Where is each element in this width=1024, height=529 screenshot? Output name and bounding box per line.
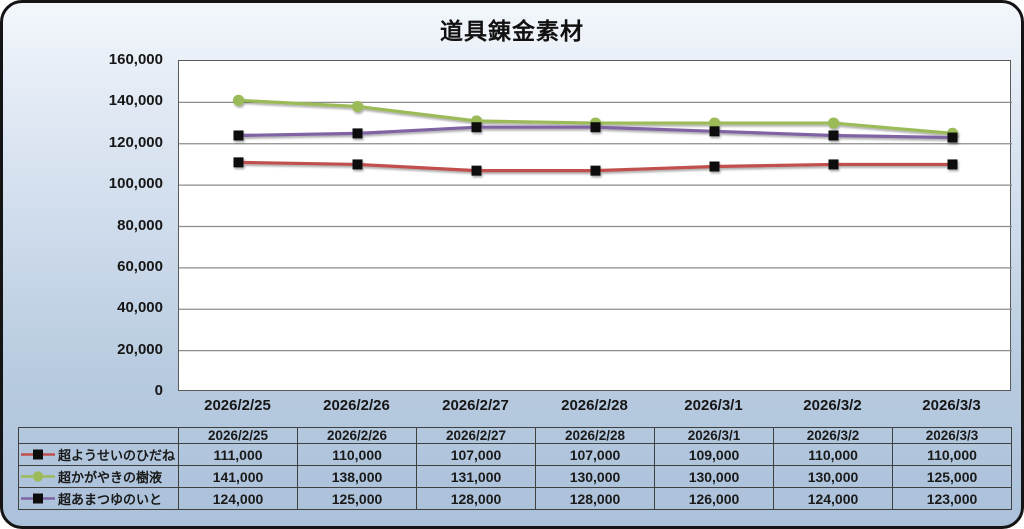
table-value-cell: 123,000 [892, 487, 1012, 510]
square-marker-icon [233, 130, 244, 141]
table-value-cell: 107,000 [535, 443, 655, 466]
table-value-cell: 125,000 [297, 487, 417, 510]
square-marker-icon [471, 165, 482, 176]
table-header-date-cell: 2026/2/26 [297, 427, 417, 444]
square-marker-icon [352, 159, 363, 170]
square-marker-icon [233, 157, 244, 168]
table-header-date-cell: 2026/3/1 [654, 427, 774, 444]
table-value-cell: 141,000 [178, 465, 298, 488]
gridlines [179, 101, 1012, 352]
y-axis-tick-label: 100,000 [108, 175, 163, 193]
legend-cell: 超あまつゆのいと [18, 487, 179, 510]
table-header-date-cell: 2026/2/27 [416, 427, 536, 444]
y-axis-tick-label: 80,000 [117, 216, 163, 234]
legend-cell: 超ようせいのひだね [18, 443, 179, 466]
legend-square-marker-icon [21, 493, 55, 504]
table-value-cell: 110,000 [297, 443, 417, 466]
table-header-date-cell: 2026/3/3 [892, 427, 1012, 444]
x-axis-tick-label: 2026/2/28 [561, 397, 628, 414]
table-value-cell: 128,000 [416, 487, 536, 510]
circle-marker-icon [708, 117, 721, 129]
table-row: 超かがやきの樹液 141,000 138,000 131,000 130,000 130,… [18, 465, 1012, 488]
x-axis-tick-label: 2026/3/2 [803, 397, 862, 414]
table-value-cell: 126,000 [654, 487, 774, 510]
table-value-cell: 131,000 [416, 465, 536, 488]
table-value-cell: 109,000 [654, 443, 774, 466]
legend-circle-marker-icon [21, 471, 55, 482]
square-marker-icon [471, 122, 482, 133]
line-chart-canvas [179, 94, 1012, 352]
square-marker-icon [828, 130, 839, 141]
square-marker-icon [352, 128, 363, 139]
y-axis-tick-label: 160,000 [108, 51, 163, 68]
table-value-cell: 130,000 [773, 465, 893, 488]
series-1-line [233, 157, 958, 176]
square-marker-icon [709, 126, 720, 137]
data-table: 2026/2/25 2026/2/26 2026/2/27 2026/2/28 2026… [18, 427, 1012, 510]
x-axis-tick-label: 2026/2/27 [442, 397, 509, 414]
table-row: 超あまつゆのいと 124,000 125,000 128,000 128,000 126,… [18, 487, 1012, 510]
x-axis-tick-label: 2026/3/3 [922, 397, 981, 414]
y-axis-tick-label: 0 [154, 382, 163, 399]
table-corner-cell [18, 427, 179, 444]
series-name-label: 超あまつゆのいと [58, 492, 163, 507]
x-axis-tick-label: 2026/2/25 [204, 397, 271, 414]
circle-marker-icon [827, 117, 840, 129]
chart-title: 道具錬金素材 [440, 18, 584, 44]
square-marker-icon [590, 122, 601, 133]
circle-marker-icon [232, 94, 245, 106]
table-header-date-cell: 2026/2/25 [178, 427, 298, 444]
y-axis-tick-label: 20,000 [117, 340, 163, 358]
table-row: 超ようせいのひだね 111,000 110,000 107,000 107,000 109… [18, 443, 1012, 466]
table-value-cell: 107,000 [416, 443, 536, 466]
legend-cell: 超かがやきの樹液 [18, 465, 179, 488]
circle-marker-icon [351, 100, 364, 113]
series-3-line [233, 122, 958, 143]
square-marker-icon [947, 132, 958, 143]
x-axis-tick-label: 2026/3/1 [684, 397, 743, 414]
table-value-cell: 110,000 [773, 443, 893, 466]
square-marker-icon [947, 159, 958, 170]
table-value-cell: 130,000 [654, 465, 774, 488]
table-value-cell: 110,000 [892, 443, 1012, 466]
plot-area [178, 60, 1012, 391]
table-value-cell: 128,000 [535, 487, 655, 510]
table-value-cell: 124,000 [773, 487, 893, 510]
table-header-date-cell: 2026/2/28 [535, 427, 655, 444]
table-value-cell: 138,000 [297, 465, 417, 488]
y-axis-tick-label: 120,000 [108, 133, 163, 151]
square-marker-icon [590, 165, 601, 176]
series-name-label: 超かがやきの樹液 [58, 470, 163, 485]
y-axis-tick-label: 40,000 [117, 299, 163, 317]
square-marker-icon [828, 159, 839, 170]
series-name-label: 超ようせいのひだね [58, 448, 176, 463]
table-value-cell: 125,000 [892, 465, 1012, 488]
x-axis-tick-label: 2026/2/26 [323, 397, 390, 414]
y-axis-tick-label: 60,000 [117, 257, 163, 275]
y-axis-tick-label: 140,000 [108, 92, 163, 110]
table-value-cell: 130,000 [535, 465, 655, 488]
legend-square-marker-icon [21, 449, 55, 460]
table-header-row: 2026/2/25 2026/2/26 2026/2/27 2026/2/28 2026… [18, 427, 1012, 444]
table-value-cell: 111,000 [178, 443, 298, 466]
table-value-cell: 124,000 [178, 487, 298, 510]
table-header-date-cell: 2026/3/2 [773, 427, 893, 444]
square-marker-icon [709, 161, 720, 172]
